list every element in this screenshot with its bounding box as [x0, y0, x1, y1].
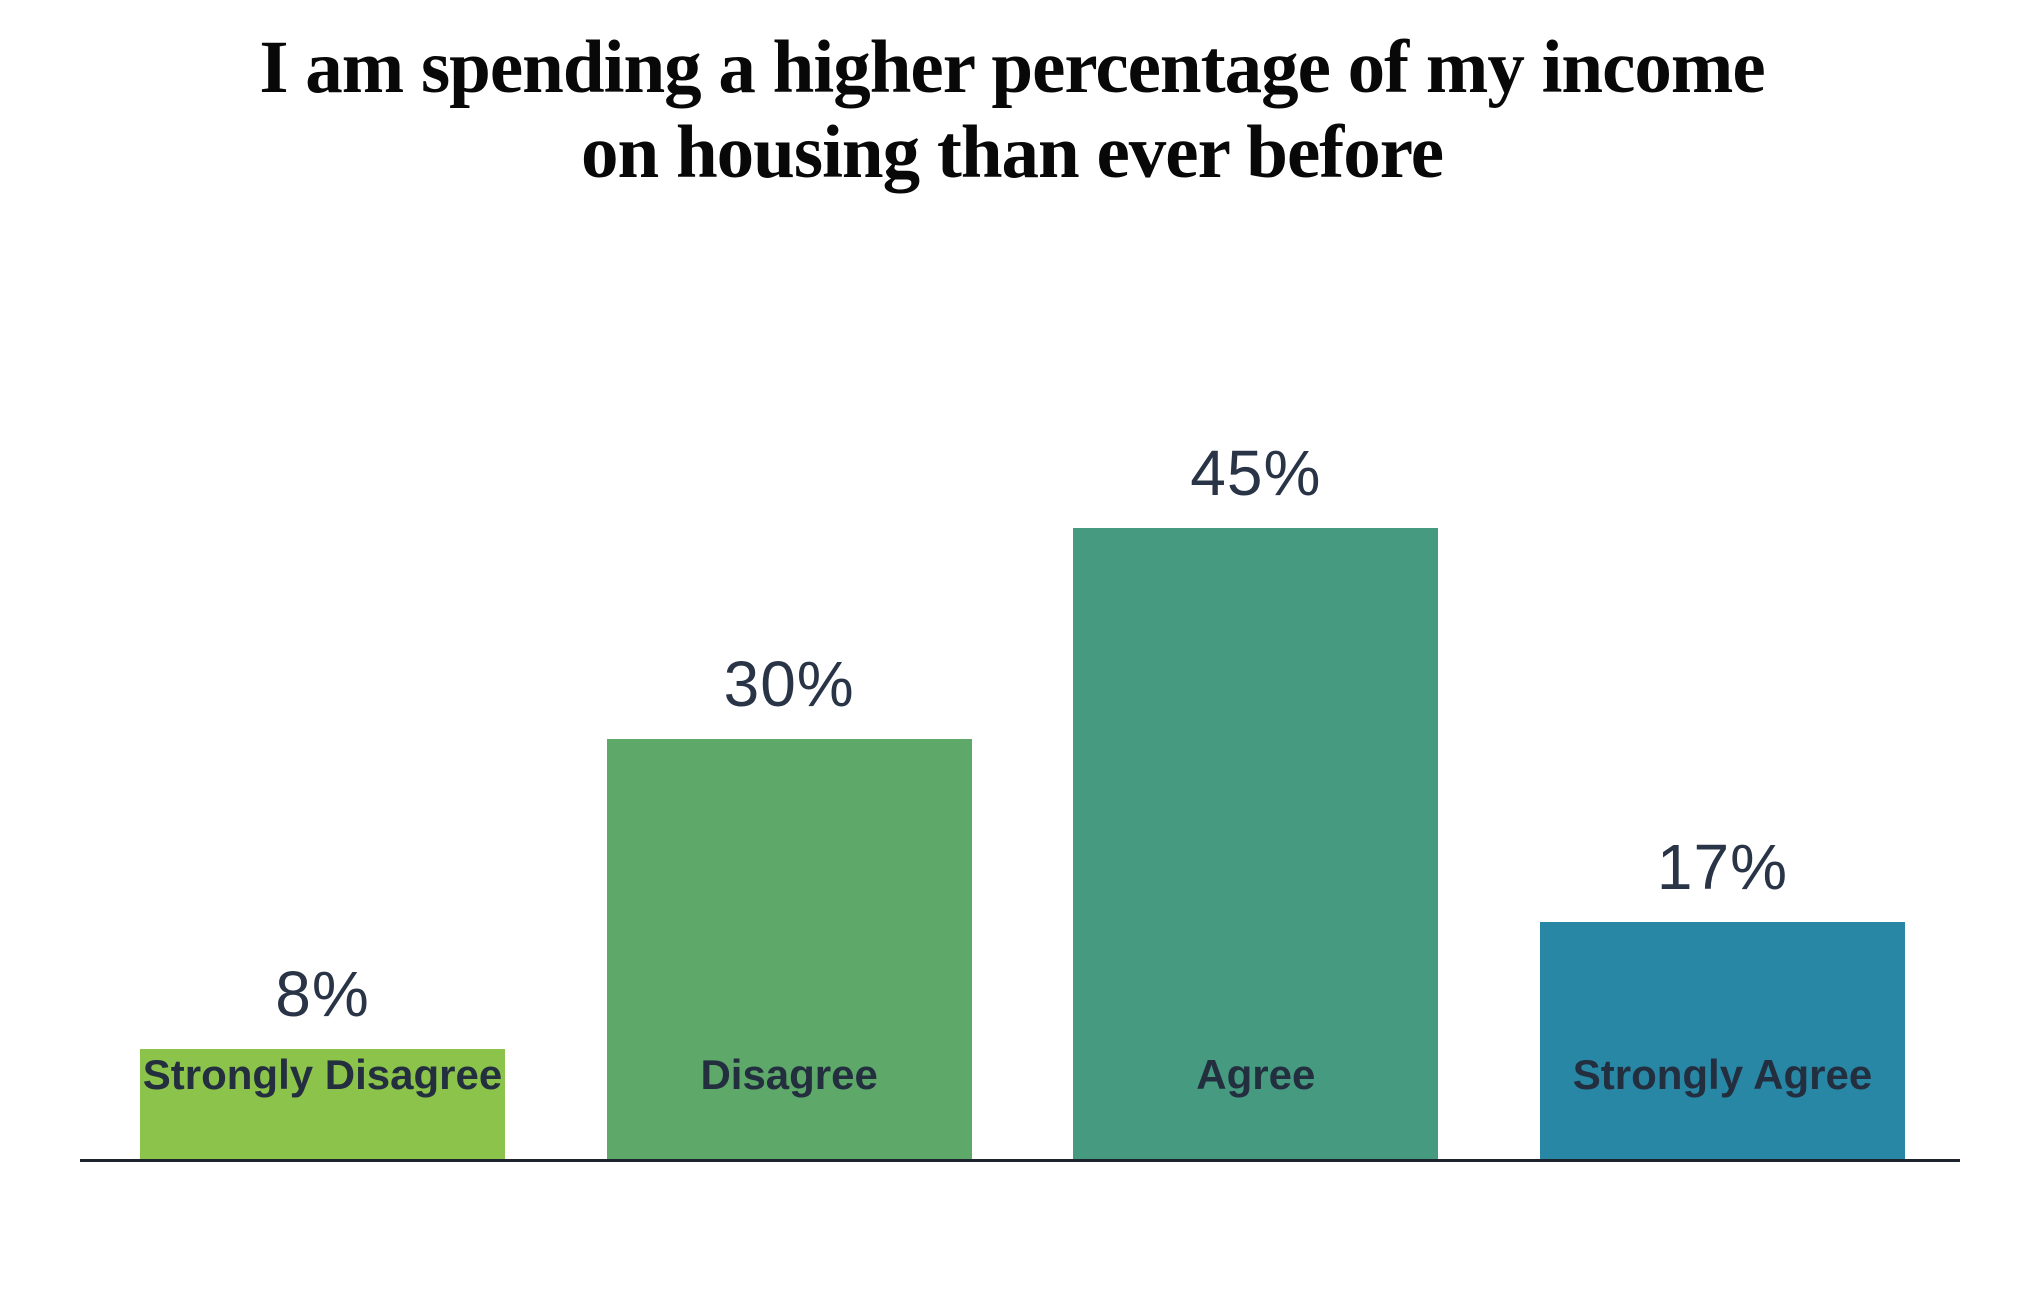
- category-label-strongly-disagree: Strongly Disagree: [142, 1051, 503, 1098]
- bar-value-label: 17%: [1656, 831, 1789, 903]
- x-axis-line: [80, 1159, 1960, 1162]
- category-label-strongly-agree: Strongly Agree: [1572, 1051, 1873, 1098]
- bar: [1539, 922, 1905, 1162]
- bar-group-strongly-disagree: 8%: [140, 957, 505, 1162]
- bar-value-label: 45%: [1190, 437, 1322, 509]
- chart-title-line-1: I am spending a higher percentage of my …: [259, 26, 1765, 109]
- category-label-agree: Agree: [1196, 1051, 1316, 1098]
- bar-value-label: 30%: [723, 648, 855, 720]
- bar-value-label: 8%: [275, 958, 370, 1030]
- bar: [606, 739, 972, 1162]
- chart-title: I am spending a higher percentage of my …: [0, 0, 2024, 196]
- bar-group-agree: 45%: [1073, 436, 1439, 1162]
- bar-group-disagree: 30%: [606, 647, 972, 1162]
- chart-title-line-2: on housing than ever before: [581, 110, 1444, 194]
- bar: [140, 1049, 505, 1162]
- bar: [1073, 528, 1439, 1162]
- category-label-disagree: Disagree: [700, 1051, 878, 1098]
- bars-row: 8% 30% 45% 17%: [140, 436, 1905, 1162]
- x-axis-labels-row: Strongly Disagree Disagree Agree Strongl…: [140, 1051, 1905, 1099]
- bar-group-strongly-agree: 17%: [1539, 830, 1905, 1162]
- bar-chart-plot-area: 8% 30% 45% 17% Strongly Disagree Disagre…: [0, 437, 2024, 1162]
